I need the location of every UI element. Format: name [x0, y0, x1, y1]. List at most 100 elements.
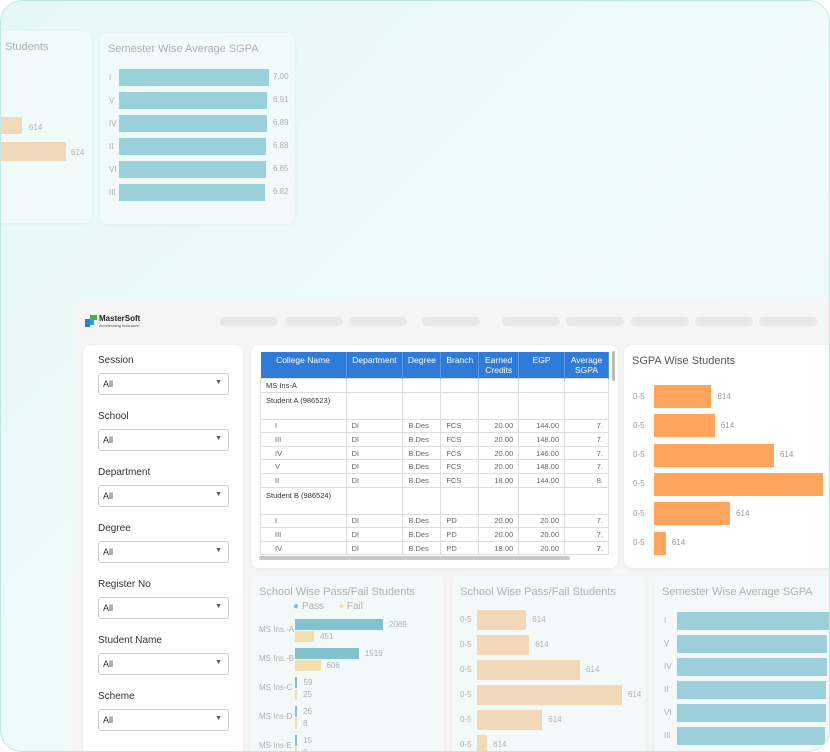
table-cell: FCS [440, 418, 480, 434]
category-label: IV [109, 118, 117, 128]
table-header-row: College Name Department Degree Branch Earned… [260, 352, 609, 379]
bar [677, 727, 826, 745]
column-header[interactable]: College Name [260, 352, 347, 379]
category-label: 0-5 [460, 640, 472, 649]
semester-sgpa-card: Semester Wise Average SGPA I V IV II VI III [654, 576, 829, 751]
filter-select-department[interactable]: All ▼ [98, 485, 229, 507]
column-header[interactable]: Branch [440, 352, 480, 379]
bar-value: 614 [671, 538, 686, 547]
bar [654, 531, 666, 555]
table-cell: III [260, 432, 347, 447]
nav-placeholder[interactable] [422, 317, 480, 326]
filter-select-degree[interactable]: All ▼ [98, 541, 229, 563]
table-cell: 20.00 [478, 445, 520, 461]
vertical-scrollbar[interactable] [612, 351, 615, 381]
column-header[interactable]: Degree [402, 352, 442, 379]
bar-value: 614 [535, 640, 549, 649]
table-cell: III [260, 527, 347, 542]
filter-label-department: Department [98, 467, 151, 478]
filter-select-student-name[interactable]: All ▼ [98, 653, 229, 675]
category-label: II [664, 685, 669, 694]
filter-select-school[interactable]: All ▼ [98, 429, 229, 451]
category-label: II [109, 141, 114, 151]
select-value: All [103, 491, 114, 501]
logo-icon [85, 315, 97, 327]
filter-select-register-no[interactable]: All ▼ [98, 597, 229, 619]
nav-placeholder[interactable] [502, 317, 560, 326]
table-cell: 146.00 [518, 445, 566, 461]
table-cell: DI [345, 432, 404, 447]
college-cell: MS Ins-A [260, 378, 347, 393]
bar-value: 26 [303, 707, 312, 716]
bar-value: 614 [548, 715, 562, 724]
horizontal-scrollbar[interactable] [259, 556, 570, 560]
table-cell: 7. [564, 445, 609, 461]
table-cell: 20.00 [518, 540, 566, 556]
school-pass-fail-card: School Wise Pass/Fail Students ● Pass ● … [251, 576, 444, 751]
bar [1, 142, 66, 161]
select-value: All [103, 435, 114, 445]
select-value: All [103, 659, 114, 669]
bar [654, 414, 715, 438]
category-label: 0-5 [460, 715, 472, 724]
student-name: Student A (986523) [260, 391, 347, 420]
bar [654, 443, 774, 467]
table-cell: PD [440, 540, 480, 556]
nav-placeholder[interactable] [759, 317, 817, 326]
category-label: 0-5 [633, 450, 645, 460]
bar [677, 635, 828, 653]
nav-placeholder[interactable] [220, 317, 278, 326]
select-value: All [103, 715, 114, 725]
nav-placeholder[interactable] [631, 317, 689, 326]
table-cell: DI [345, 445, 404, 461]
category-label: MS Ins-E [259, 741, 292, 750]
table-cell: 7. [564, 527, 609, 542]
filter-select-scheme[interactable]: All ▼ [98, 709, 229, 731]
nav-placeholder[interactable] [566, 317, 624, 326]
bar [477, 735, 488, 751]
table-row: III DI B.Des PD 20.00 20.00 7. [260, 527, 609, 542]
table-cell: B.Des [402, 527, 442, 542]
nav-placeholder[interactable] [285, 317, 343, 326]
table-cell: 20.00 [518, 513, 566, 529]
column-header[interactable]: EGP [518, 352, 566, 379]
header: MasterSoft Accelerating education [73, 301, 829, 341]
bar-value: 606 [326, 661, 340, 670]
category-label: 0-5 [460, 615, 472, 624]
table-cell: I [260, 513, 347, 529]
nav-placeholder[interactable] [349, 317, 407, 326]
bar-fail [295, 631, 314, 642]
filter-panel: Session All ▼ School All ▼ Department All ▼ Degre… [83, 345, 243, 751]
table-cell: B.Des [402, 459, 442, 474]
chevron-down-icon: ▼ [215, 547, 222, 554]
category-label: I [109, 72, 112, 82]
student-row: Student A (986523) [260, 391, 609, 420]
table-cell: 7. [564, 513, 609, 529]
bar-value: 7.00 [273, 72, 289, 81]
bar-value: 614 [736, 508, 750, 518]
table-cell: DI [345, 540, 404, 556]
bar [119, 115, 267, 132]
bar-label: 614 [71, 148, 85, 157]
table-cell: B.Des [402, 445, 442, 461]
table-cell: 148.00 [518, 432, 566, 447]
results-table: College Name Department Degree Branch Earned… [260, 352, 609, 556]
bar-value: 8 [303, 719, 308, 728]
table-cell: B.Des [402, 472, 442, 488]
bar-value: 614 [717, 391, 731, 401]
table-group-row: MS Ins-A [260, 378, 609, 393]
table-cell: DI [345, 459, 404, 474]
logo-tagline: Accelerating education [99, 323, 140, 328]
column-header[interactable]: Department [346, 352, 404, 379]
column-header[interactable]: Average SGPA [564, 352, 609, 379]
filter-select-session[interactable]: All ▼ [98, 373, 229, 395]
table-cell: 7. [564, 432, 609, 447]
chevron-down-icon: ▼ [215, 491, 222, 498]
bg-students-card: Students 614 614 [1, 31, 92, 223]
column-header[interactable]: Earned Credits [478, 352, 520, 379]
mastersoft-logo: MasterSoft Accelerating education [85, 314, 140, 328]
nav-placeholder[interactable] [695, 317, 753, 326]
category-label: 0-5 [633, 479, 645, 489]
bar [677, 681, 827, 699]
filter-label-student-name: Student Name [98, 635, 162, 646]
